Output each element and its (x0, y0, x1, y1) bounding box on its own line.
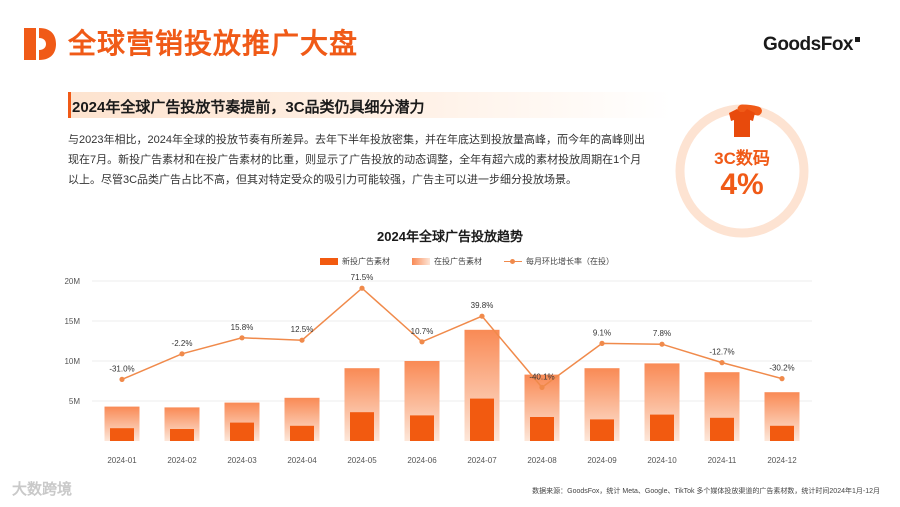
x-tick-label: 2024-12 (767, 456, 797, 465)
growth-data-label: 15.8% (231, 323, 254, 332)
growth-data-label: 39.8% (471, 301, 494, 310)
legend-label-growth: 每月环比增长率（在投） (526, 257, 614, 266)
growth-data-label: 12.5% (291, 325, 314, 334)
bar-new (230, 422, 254, 441)
bar-new (170, 429, 194, 441)
growth-point (539, 384, 545, 390)
growth-point (719, 360, 725, 366)
kpi-label: 3C数码 (714, 149, 770, 168)
x-tick-label: 2024-05 (347, 456, 377, 465)
x-tick-label: 2024-10 (647, 456, 677, 465)
subtitle-highlight (68, 92, 671, 118)
growth-data-label: -12.7% (709, 348, 734, 357)
growth-point (659, 341, 665, 347)
growth-point (179, 351, 185, 357)
x-tick-label: 2024-06 (407, 456, 437, 465)
x-tick-label: 2024-07 (467, 456, 497, 465)
kpi-progress-arc (675, 104, 809, 238)
x-tick-label: 2024-03 (227, 456, 257, 465)
bar-new (650, 414, 674, 441)
growth-point (299, 337, 305, 343)
brand-logo: GoodsFox (763, 34, 860, 56)
bar-new (470, 398, 494, 441)
legend-item-active: 在投广告素材 (412, 256, 482, 267)
y-tick-label: 10M (64, 357, 80, 366)
tshirt-icon (729, 109, 755, 137)
legend-label-new: 新投广告素材 (342, 257, 390, 266)
bar-new (710, 417, 734, 441)
x-tick-label: 2024-04 (287, 456, 317, 465)
data-source: 数据来源：GoodsFox，统计 Meta、Google、TikTok 多个媒体… (532, 488, 880, 495)
growth-data-label: 7.8% (653, 329, 671, 338)
bar-new (290, 425, 314, 441)
section-description: 与2023年相比，2024年全球的投放节奏有所差异。去年下半年投放密集，并在年底… (68, 134, 645, 186)
growth-point (479, 313, 485, 319)
section-subtitle: 2024年全球广告投放节奏提前，3C品类仍具细分潜力 (72, 99, 425, 116)
y-tick-label: 5M (69, 397, 80, 406)
x-tick-label: 2024-01 (107, 456, 137, 465)
chart-legend: 新投广告素材 在投广告素材 每月环比增长率（在投） (320, 256, 614, 267)
y-tick-label: 15M (64, 317, 80, 326)
growth-data-label: -2.2% (172, 339, 193, 348)
growth-data-label: -31.0% (109, 364, 134, 373)
growth-data-label: -30.2% (769, 364, 794, 373)
growth-data-label: 9.1% (593, 328, 611, 337)
bar-new (770, 425, 794, 441)
x-tick-label: 2024-09 (587, 456, 617, 465)
growth-data-label: 10.7% (411, 327, 434, 336)
chart-title: 2024年全球广告投放趋势 (377, 229, 523, 244)
growth-data-label: 71.5% (351, 273, 374, 282)
legend-label-active: 在投广告素材 (434, 257, 482, 266)
bar-new (530, 417, 554, 441)
legend-swatch-new (320, 258, 338, 265)
x-tick-label: 2024-11 (708, 456, 737, 465)
legend-swatch-growth (504, 258, 522, 266)
bar-new (350, 412, 374, 441)
kpi-value: 4% (720, 168, 764, 201)
legend-swatch-active (412, 258, 430, 265)
growth-point (779, 376, 785, 382)
legend-item-new: 新投广告素材 (320, 256, 390, 267)
brand-logo-icon (24, 28, 56, 60)
watermark: 大数跨境 (12, 481, 73, 498)
growth-point (599, 340, 605, 346)
bar-new (410, 415, 434, 441)
page-title: 全球营销投放推广大盘 (68, 28, 359, 59)
growth-point (419, 339, 425, 345)
x-tick-label: 2024-02 (167, 456, 197, 465)
brand-name: GoodsFox (763, 34, 853, 55)
growth-point (239, 335, 245, 341)
x-tick-label: 2024-08 (527, 456, 557, 465)
brand-dot-icon (855, 37, 860, 42)
y-tick-label: 20M (64, 277, 80, 286)
growth-point (359, 285, 365, 291)
legend-item-growth: 每月环比增长率（在投） (504, 256, 614, 267)
kpi-ring (675, 104, 809, 238)
bar-new (590, 419, 614, 441)
growth-line (121, 287, 783, 389)
growth-point (119, 376, 125, 382)
growth-data-label: -40.1% (529, 372, 554, 381)
bar-new (110, 428, 134, 441)
